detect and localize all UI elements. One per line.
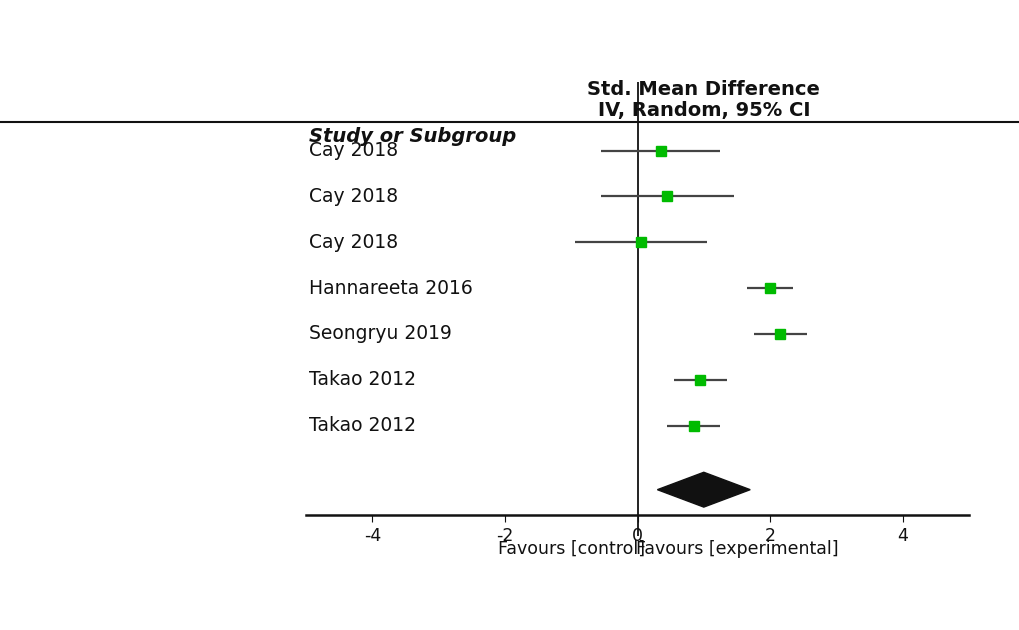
Polygon shape [657,472,750,507]
Text: Seongryu 2019: Seongryu 2019 [309,324,451,343]
Text: IV, Random, 95% CI: IV, Random, 95% CI [597,101,809,120]
Text: Hannareeta 2016: Hannareeta 2016 [309,278,473,297]
Text: Cay 2018: Cay 2018 [309,232,398,252]
Text: Cay 2018: Cay 2018 [309,141,398,160]
Text: Favours [experimental]: Favours [experimental] [635,540,838,558]
Text: Std. Mean Difference: Std. Mean Difference [587,80,819,99]
Text: Takao 2012: Takao 2012 [309,416,416,435]
Text: Cay 2018: Cay 2018 [309,187,398,206]
Text: Takao 2012: Takao 2012 [309,370,416,389]
Text: Favours [control]: Favours [control] [497,540,644,558]
Text: Study or Subgroup: Study or Subgroup [309,127,516,146]
